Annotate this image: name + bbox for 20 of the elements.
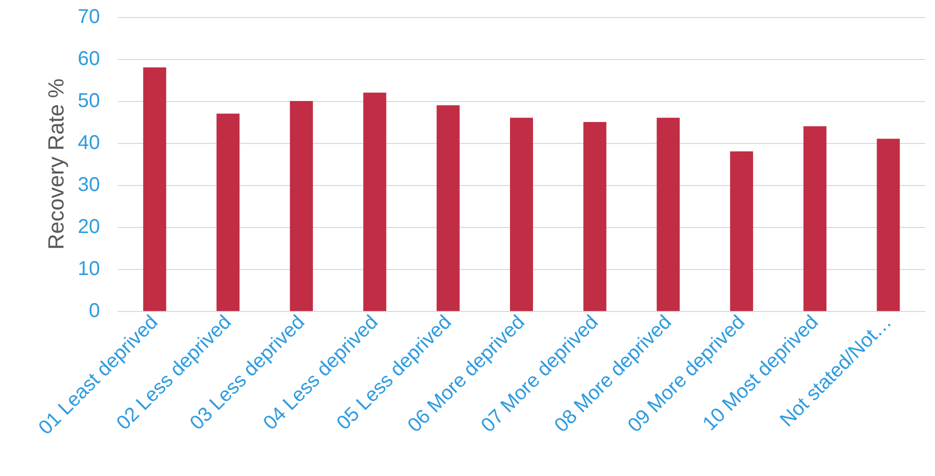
bar bbox=[730, 151, 754, 311]
y-tick-label: 10 bbox=[78, 258, 100, 280]
y-tick-label: 50 bbox=[78, 90, 100, 112]
bar bbox=[583, 122, 606, 311]
bar bbox=[436, 105, 460, 311]
bar bbox=[216, 114, 240, 311]
bar bbox=[143, 67, 166, 311]
y-tick-label: 40 bbox=[78, 132, 100, 154]
y-tick-label: 0 bbox=[88, 300, 100, 322]
bar bbox=[290, 101, 313, 311]
bar bbox=[876, 138, 900, 311]
y-tick-label: 20 bbox=[78, 216, 100, 238]
y-tick-label: 60 bbox=[78, 48, 100, 70]
y-axis-title: Recovery Rate % bbox=[43, 78, 68, 250]
bar bbox=[363, 92, 386, 311]
y-tick-label: 30 bbox=[78, 174, 100, 196]
y-tick-label: 70 bbox=[78, 6, 100, 28]
bar bbox=[656, 118, 680, 311]
bar bbox=[803, 126, 826, 311]
bar bbox=[510, 118, 533, 311]
